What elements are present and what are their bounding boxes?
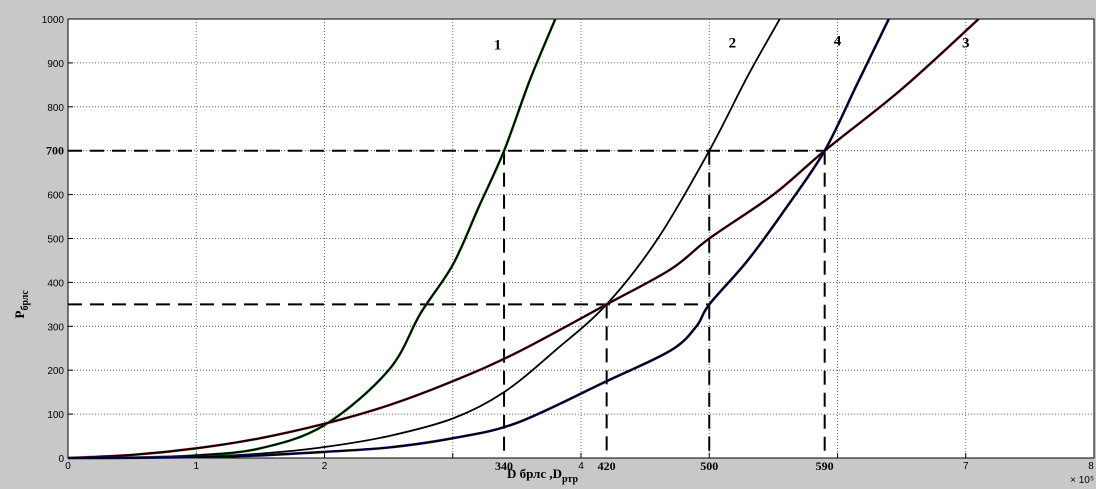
y-tick-label: 800 (47, 103, 64, 114)
y-tick-label: 200 (47, 366, 64, 377)
x-tick-label: 2 (322, 461, 328, 472)
x-tick-label: 0 (65, 461, 71, 472)
x-tick-label: 8 (1088, 461, 1094, 472)
y-tick-label: 100 (47, 410, 64, 421)
x-axis-title-main: D брлс ,D (507, 466, 562, 481)
x-marked-label: 420 (598, 459, 616, 473)
x-marked-label: 500 (700, 459, 718, 473)
y-tick-label: 1000 (42, 15, 65, 26)
series-label-4: 4 (834, 33, 842, 49)
y-tick-label: 500 (47, 235, 64, 246)
x-tick-label: 1 (193, 461, 199, 472)
series-label-1: 1 (494, 38, 502, 54)
x-axis-title-sub: ртр (562, 474, 578, 485)
y-tick-label: 0 (58, 454, 64, 465)
y-tick-label: 400 (47, 278, 64, 289)
x-multiplier-label: × 10⁵ (1070, 475, 1094, 486)
series-label-3: 3 (962, 36, 970, 52)
x-tick-label: 7 (963, 461, 969, 472)
y-tick-label: 900 (47, 59, 64, 70)
x-marked-label: 590 (816, 459, 834, 473)
x-tick-label: 4 (578, 461, 584, 472)
series-label-2: 2 (729, 36, 737, 52)
y-axis-title-main: P (12, 311, 27, 319)
y-tick-label: 300 (47, 322, 64, 333)
y-tick-label: 600 (47, 191, 64, 202)
y-marked-label: 700 (46, 144, 64, 158)
y-axis-title-sub: брлс (20, 290, 31, 311)
